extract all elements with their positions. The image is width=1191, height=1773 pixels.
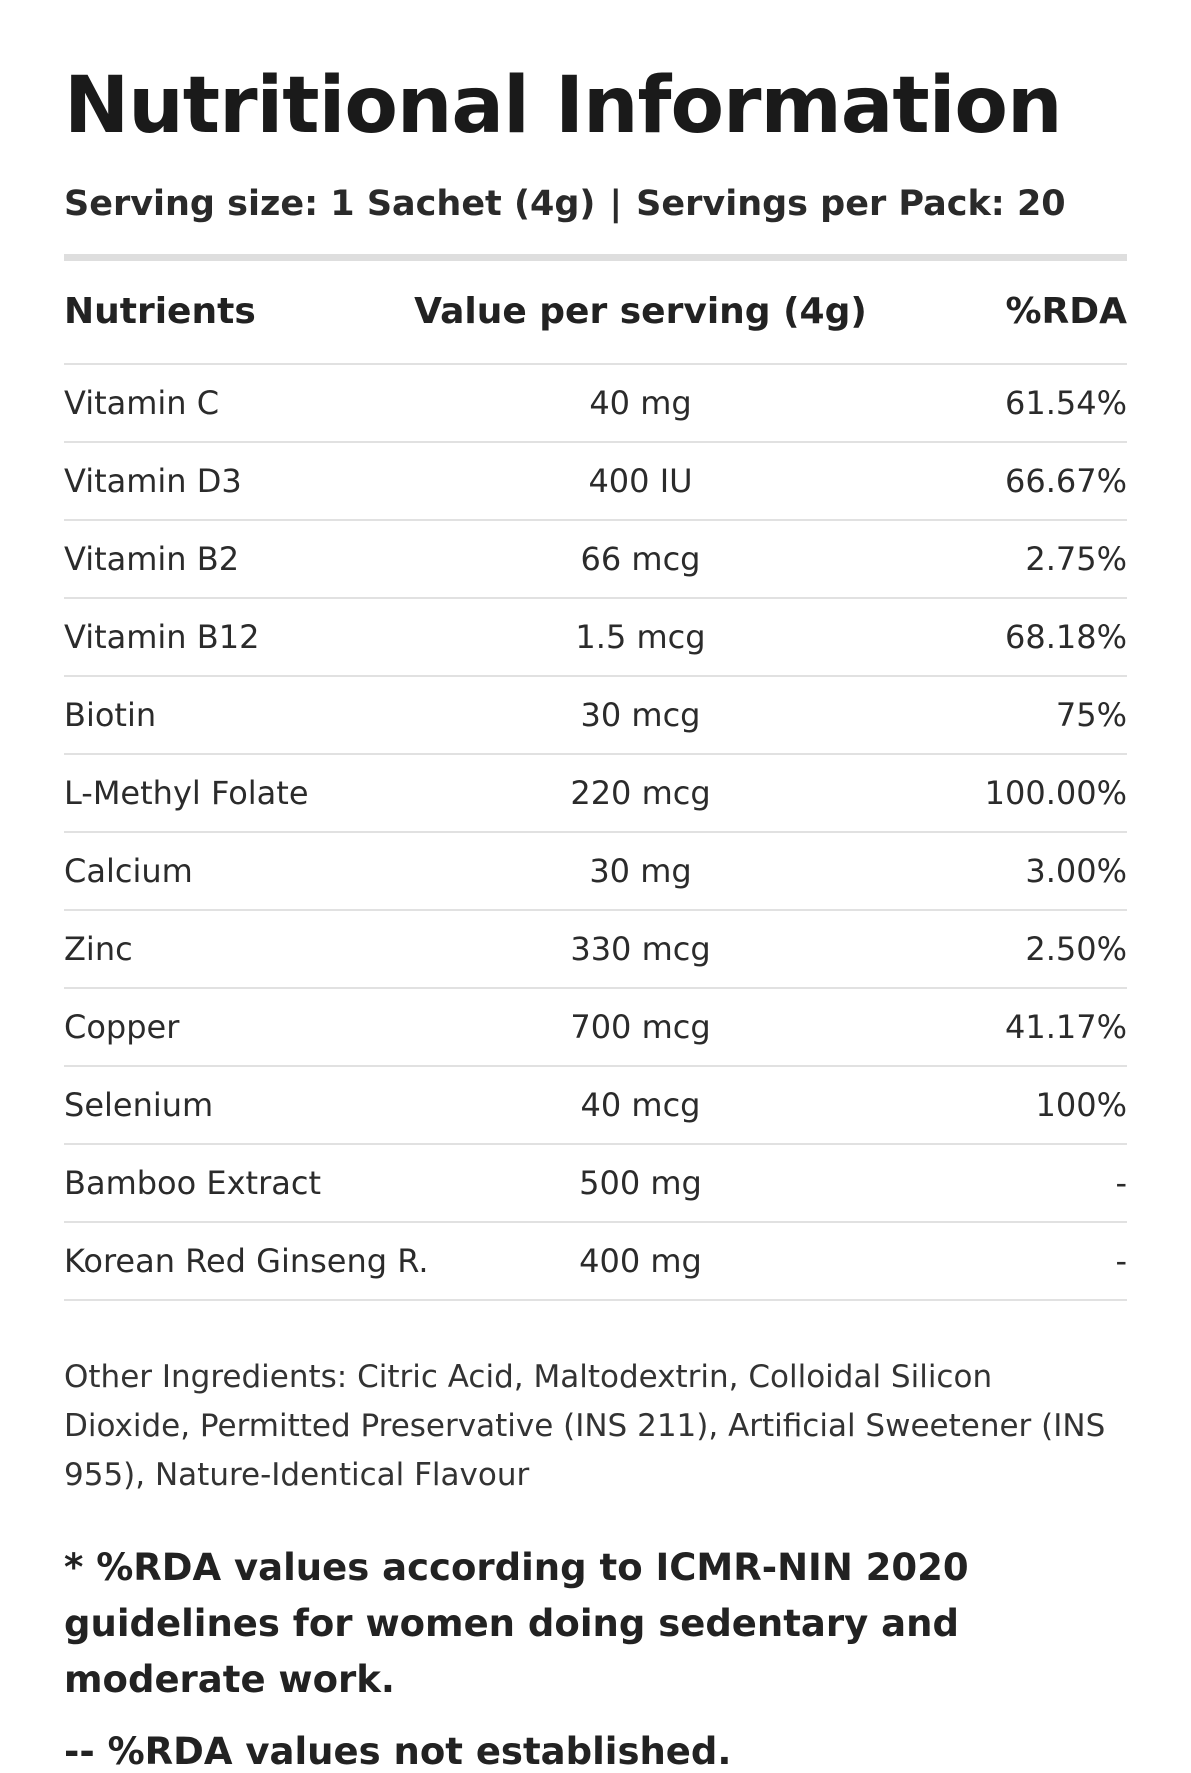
- nutrient-value: 400 IU: [588, 461, 693, 500]
- other-ingredients: Other Ingredients: Citric Acid, Maltodex…: [64, 1358, 1106, 1493]
- table-row: Vitamin C 40 mg 61.54%: [64, 365, 1127, 443]
- nutrient-value: 40 mcg: [580, 1085, 701, 1124]
- nutrient-value: 700 mcg: [570, 1007, 711, 1046]
- table-row: Vitamin B2 66 mcg 2.75%: [64, 521, 1127, 599]
- nutrient-rda: 100.00%: [984, 773, 1127, 812]
- nutrient-rda: 2.50%: [1025, 929, 1127, 968]
- table-row: L-Methyl Folate 220 mcg 100.00%: [64, 755, 1127, 833]
- nutrient-rda: 61.54%: [1004, 383, 1127, 422]
- table-row: Calcium 30 mg 3.00%: [64, 833, 1127, 911]
- nutrient-rda: 68.18%: [1004, 617, 1127, 656]
- table-row: Selenium 40 mcg 100%: [64, 1067, 1127, 1145]
- nutrient-value: 30 mcg: [580, 695, 701, 734]
- nutrient-rda: 41.17%: [1004, 1007, 1127, 1046]
- table-row: Biotin 30 mcg 75%: [64, 677, 1127, 755]
- rda-not-established-note: -- %RDA values not established.: [64, 1729, 732, 1773]
- nutrient-name: Vitamin C: [64, 383, 220, 422]
- nutrient-name: Korean Red Ginseng R.: [64, 1241, 429, 1280]
- nutrient-rda: 3.00%: [1025, 851, 1127, 890]
- nutrient-rda: 66.67%: [1004, 461, 1127, 500]
- nutrient-name: Calcium: [64, 851, 193, 890]
- serving-size: Serving size: 1 Sachet (4g): [64, 183, 596, 224]
- nutrient-rda: -: [1115, 1163, 1127, 1202]
- header-divider: [64, 253, 1127, 261]
- table-header: Nutrients Value per serving (4g) %RDA: [64, 261, 1127, 365]
- nutrient-name: Vitamin B2: [64, 539, 240, 578]
- table-row: Vitamin D3 400 IU 66.67%: [64, 443, 1127, 521]
- table-row: Korean Red Ginseng R. 400 mg -: [64, 1223, 1127, 1301]
- table-row: Copper 700 mcg 41.17%: [64, 989, 1127, 1067]
- nutrient-table-body: Vitamin C 40 mg 61.54% Vitamin D3 400 IU…: [64, 365, 1127, 1301]
- nutrient-value: 40 mg: [589, 383, 692, 422]
- page-title: Nutritional Information: [64, 61, 1063, 151]
- servings-per-pack: Servings per Pack: 20: [636, 183, 1066, 224]
- nutrient-rda: 2.75%: [1025, 539, 1127, 578]
- serving-separator: |: [609, 183, 623, 224]
- nutrient-name: Vitamin B12: [64, 617, 260, 656]
- nutrient-name: Copper: [64, 1007, 180, 1046]
- nutrient-value: 500 mg: [579, 1163, 702, 1202]
- nutrient-rda: 100%: [1035, 1085, 1127, 1124]
- header-nutrients: Nutrients: [64, 291, 256, 333]
- nutrient-value: 30 mg: [589, 851, 692, 890]
- nutrient-rda: -: [1115, 1241, 1127, 1280]
- table-row: Vitamin B12 1.5 mcg 68.18%: [64, 599, 1127, 677]
- header-value: Value per serving (4g): [414, 291, 867, 333]
- table-row: Bamboo Extract 500 mg -: [64, 1145, 1127, 1223]
- nutrient-value: 330 mcg: [570, 929, 711, 968]
- header-rda: %RDA: [1005, 291, 1127, 333]
- nutrient-name: Zinc: [64, 929, 133, 968]
- nutrient-value: 1.5 mcg: [575, 617, 706, 656]
- nutrient-value: 66 mcg: [580, 539, 701, 578]
- serving-info: Serving size: 1 Sachet (4g) | Servings per…: [64, 184, 1127, 224]
- nutrient-name: L-Methyl Folate: [64, 773, 309, 812]
- nutrient-name: Bamboo Extract: [64, 1163, 321, 1202]
- nutrient-name: Biotin: [64, 695, 157, 734]
- nutrient-name: Vitamin D3: [64, 461, 242, 500]
- nutrient-value: 400 mg: [579, 1241, 702, 1280]
- table-row: Zinc 330 mcg 2.50%: [64, 911, 1127, 989]
- nutrient-name: Selenium: [64, 1085, 214, 1124]
- nutrient-value: 220 mcg: [570, 773, 711, 812]
- nutrient-rda: 75%: [1055, 695, 1127, 734]
- rda-footnote: * %RDA values according to ICMR-NIN 2020…: [64, 1545, 969, 1701]
